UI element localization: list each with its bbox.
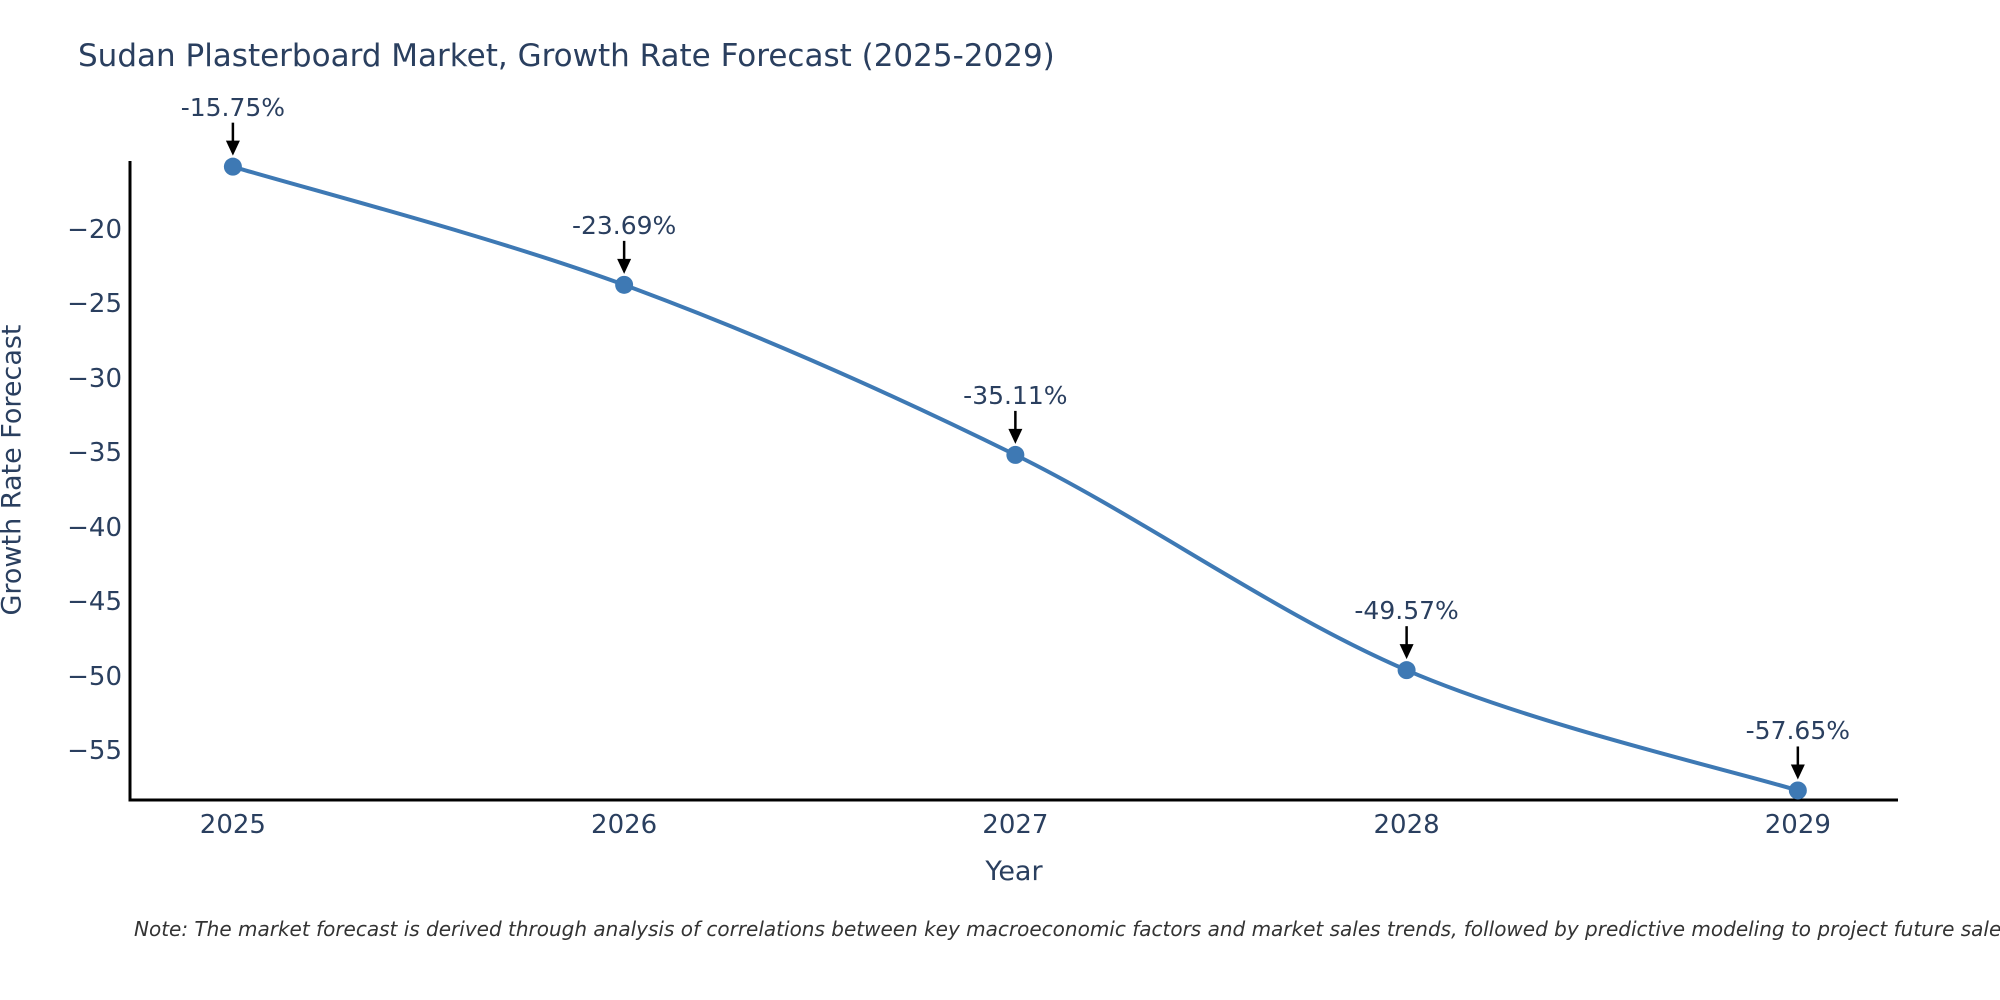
y-axis-title: Growth Rate Forecast: [0, 324, 28, 616]
chart-title: Sudan Plasterboard Market, Growth Rate F…: [78, 38, 1055, 74]
y-tick-label: −45: [67, 587, 122, 618]
annotation-label: -15.75%: [180, 92, 286, 122]
x-axis-title: Year: [985, 856, 1043, 887]
series-line: [232, 164, 1799, 793]
annotation-arrowhead-icon: [1790, 764, 1805, 780]
annotation-arrowhead-icon: [1399, 644, 1414, 660]
x-tick-label: 2028: [1373, 810, 1440, 840]
data-point-marker[interactable]: [1006, 445, 1025, 464]
x-tick-label: 2026: [591, 810, 658, 840]
y-tick-label: −20: [67, 214, 122, 245]
y-tick-label: −40: [67, 512, 122, 543]
data-point-marker[interactable]: [1788, 781, 1807, 800]
annotation-label: -57.65%: [1745, 716, 1851, 746]
data-point-marker[interactable]: [223, 157, 242, 176]
x-tick-label: 2025: [199, 810, 266, 840]
annotation-label: -49.57%: [1354, 596, 1459, 626]
y-tick-label: −35: [67, 438, 122, 469]
x-tick-label: 2027: [982, 810, 1049, 840]
x-tick-label: 2029: [1764, 810, 1831, 840]
y-tick-label: −30: [67, 363, 122, 394]
footnote: Note: The market forecast is derived thr…: [134, 917, 2000, 941]
annotation-label: -23.69%: [571, 210, 677, 240]
y-tick-label: −50: [67, 661, 122, 692]
data-point-marker[interactable]: [1397, 661, 1416, 680]
annotation-arrowhead-icon: [617, 258, 632, 274]
annotation-label: -35.11%: [963, 380, 1068, 410]
y-tick-label: −25: [67, 289, 122, 320]
data-point-marker[interactable]: [615, 275, 634, 294]
annotation-arrowhead-icon: [225, 140, 240, 156]
annotation-arrowhead-icon: [1008, 428, 1023, 444]
y-tick-label: −55: [67, 736, 122, 767]
